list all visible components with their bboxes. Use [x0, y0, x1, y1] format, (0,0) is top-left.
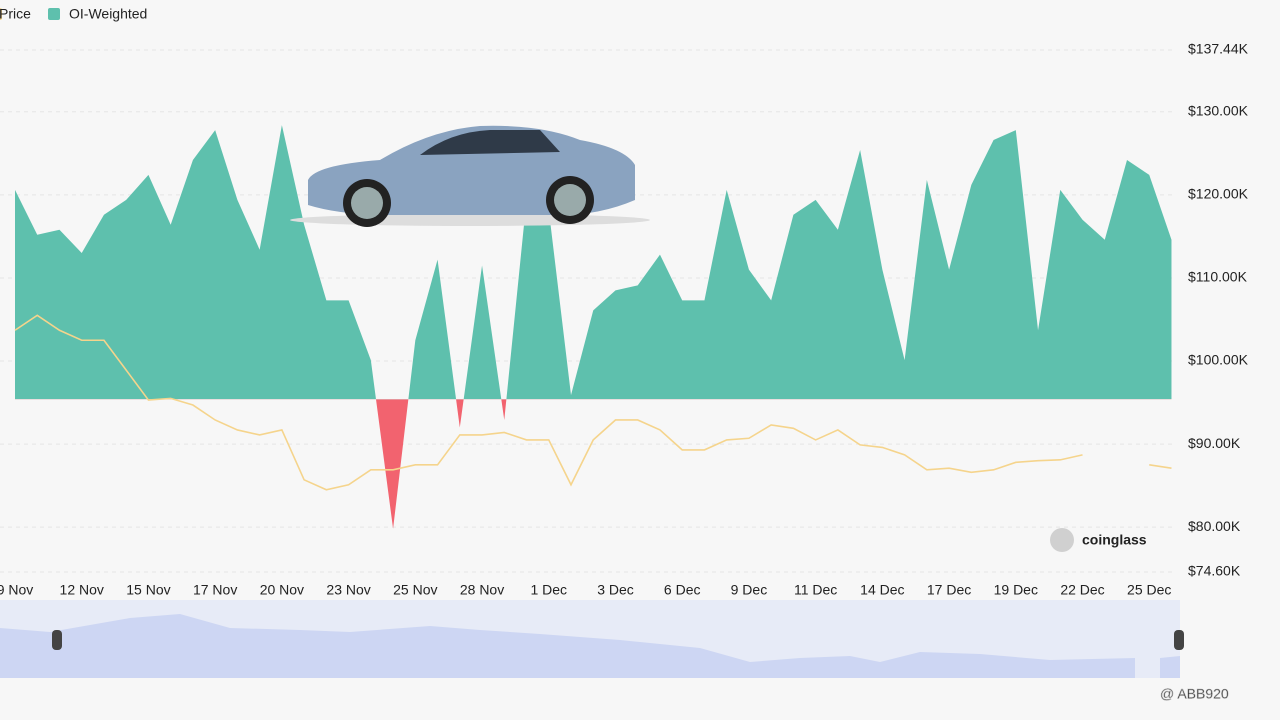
navigator: [0, 600, 1184, 678]
x-tick-label: 25 Nov: [393, 582, 437, 598]
legend-swatch: [0, 8, 2, 20]
x-tick-label: 22 Dec: [1060, 582, 1104, 598]
x-tick-label: 9 Nov: [0, 582, 33, 598]
x-tick-label: 1 Dec: [530, 582, 567, 598]
car-image: [290, 125, 650, 227]
x-tick-label: 9 Dec: [731, 582, 768, 598]
x-tick-label: 19 Dec: [994, 582, 1038, 598]
logo-icon: [1050, 528, 1074, 552]
x-tick-label: 25 Dec: [1127, 582, 1171, 598]
area-positive: [15, 125, 1172, 400]
legend-swatch: [48, 8, 60, 20]
x-tick-label: 17 Nov: [193, 582, 237, 598]
logo-text: coinglass: [1082, 532, 1147, 548]
price-line: [14, 314, 1172, 491]
legend-label: OI-Weighted: [69, 6, 147, 22]
y-tick-label: $130.00K: [1188, 103, 1249, 119]
x-tick-label: 17 Dec: [927, 582, 971, 598]
x-tick-label: 28 Nov: [460, 582, 504, 598]
legend-label: Price: [0, 6, 31, 22]
y-tick-label: $100.00K: [1188, 352, 1249, 368]
x-tick-label: 23 Nov: [326, 582, 370, 598]
x-tick-label: 14 Dec: [860, 582, 904, 598]
x-tick-label: 15 Nov: [126, 582, 170, 598]
y-tick-label: $120.00K: [1188, 186, 1249, 202]
x-tick-label: 11 Dec: [794, 582, 837, 598]
y-tick-label: $137.44K: [1188, 41, 1249, 57]
x-tick-label: 20 Nov: [260, 582, 304, 598]
watermark: @ ABB920: [1160, 686, 1229, 702]
y-tick-label: $90.00K: [1188, 435, 1241, 451]
x-tick-label: 3 Dec: [597, 582, 634, 598]
y-tick-label: $80.00K: [1188, 518, 1241, 534]
y-tick-label: $110.00K: [1188, 269, 1248, 285]
x-tick-label: 12 Nov: [60, 582, 104, 598]
x-tick-label: 6 Dec: [664, 582, 701, 598]
area-negative: [375, 399, 507, 529]
y-tick-label: $74.60K: [1188, 563, 1241, 579]
